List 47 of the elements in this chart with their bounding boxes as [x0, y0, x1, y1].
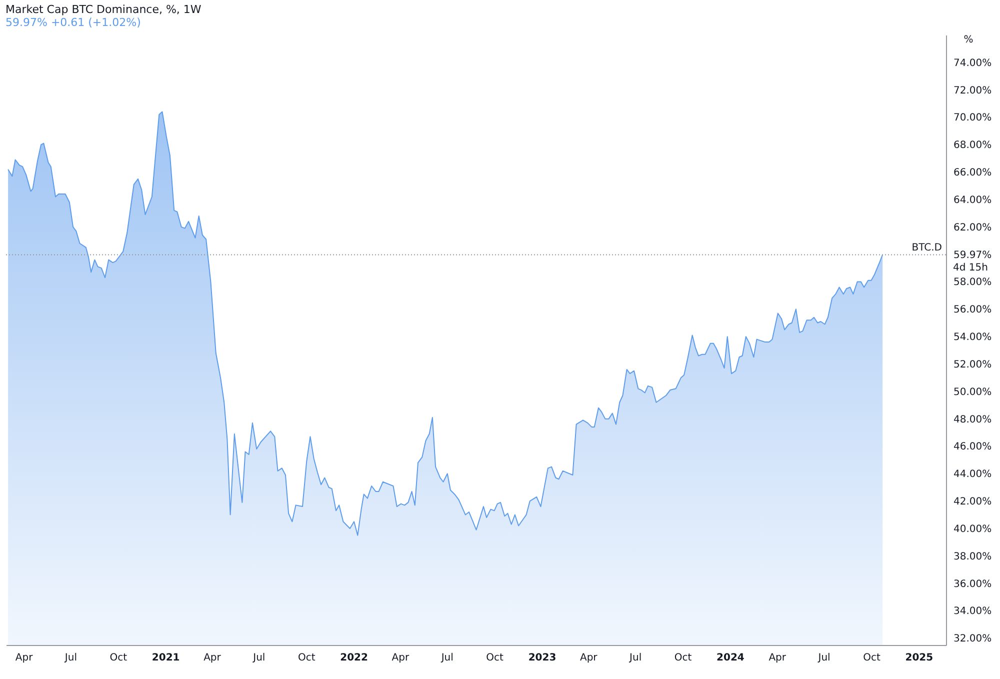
y-tick-label: 70.00%: [954, 112, 992, 124]
x-tick-label: Oct: [674, 652, 692, 664]
y-tick-label: 72.00%: [954, 85, 992, 96]
text: 4d 15h: [953, 262, 988, 274]
chart-title: Market Cap BTC Dominance, %, 1W: [6, 3, 202, 16]
x-tick-label: Apr: [768, 652, 787, 664]
ref-line-label: BTC.D: [912, 242, 942, 254]
x-tick-label: Jul: [440, 652, 454, 664]
y-tick-label: 32.00%: [954, 634, 992, 645]
x-tick-label: 2025: [905, 652, 934, 664]
y-tick-label: 48.00%: [954, 414, 992, 426]
x-tick-label: 2021: [152, 652, 180, 664]
x-tick-label: Jul: [64, 652, 77, 664]
x-tick-label: Oct: [863, 652, 880, 664]
y-axis-title: %: [964, 34, 974, 46]
x-tick-label: 2022: [340, 652, 368, 664]
y-tick-label: 56.00%: [954, 304, 992, 316]
x-tick-label: Jul: [628, 652, 642, 664]
y-tick-label: 34.00%: [954, 606, 992, 618]
y-tick-label: 59.97%: [954, 250, 992, 262]
y-tick-label: 44.00%: [954, 469, 992, 480]
x-tick-label: Oct: [110, 652, 128, 664]
x-tick-label: 2023: [528, 652, 556, 664]
y-tick-label: 74.00%: [954, 58, 992, 69]
x-tick-label: 2024: [716, 652, 744, 664]
y-tick-label: 64.00%: [954, 194, 992, 206]
x-tick-label: Jul: [252, 652, 266, 664]
x-tick-label: Apr: [204, 652, 222, 664]
y-tick-label: 58.00%: [954, 277, 992, 288]
x-tick-label: Jul: [817, 652, 830, 664]
y-tick-label: 46.00%: [954, 442, 992, 453]
y-tick-label: 40.00%: [954, 524, 992, 535]
chart-subtitle: 59.97% +0.61 (+1.02%): [6, 16, 141, 29]
x-tick-label: Apr: [580, 652, 598, 664]
y-tick-label: 42.00%: [954, 496, 992, 508]
y-tick-label: 54.00%: [954, 332, 992, 344]
y-tick-label: 66.00%: [954, 168, 992, 179]
y-tick-label: 36.00%: [954, 578, 992, 590]
x-tick-label: Oct: [486, 652, 504, 664]
y-tick-label: 50.00%: [954, 386, 992, 398]
x-tick-label: Apr: [15, 652, 34, 664]
y-tick-label: 38.00%: [954, 551, 992, 562]
x-tick-label: Apr: [392, 652, 410, 664]
y-tick-label: 68.00%: [954, 140, 992, 152]
y-tick-label: 62.00%: [954, 222, 992, 234]
y-tick-label: 52.00%: [954, 359, 992, 370]
x-tick-label: Oct: [298, 652, 316, 664]
